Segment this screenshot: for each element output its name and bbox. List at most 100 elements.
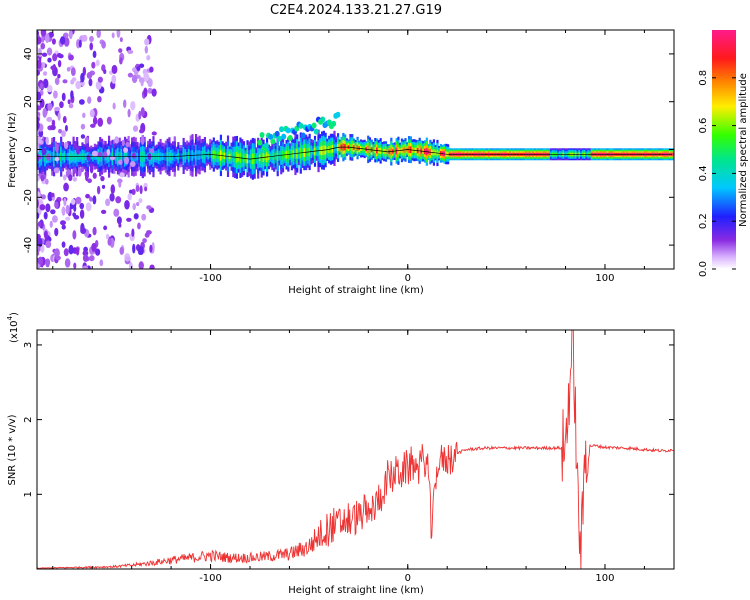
spectrogram-cell (91, 61, 96, 69)
spectrogram-cell (61, 130, 66, 137)
spectrogram-cell (140, 135, 145, 145)
spectrogram-cell (62, 79, 68, 84)
spectrogram-cell (72, 140, 78, 149)
spectrogram-cell (97, 151, 103, 158)
spectrogram-cell (63, 182, 69, 192)
spectrogram-cell (85, 143, 90, 153)
spectrogram-cell (49, 220, 53, 228)
spectrogram-cell (92, 116, 98, 126)
spectrogram-cell (144, 186, 148, 192)
spectrogram-cell (50, 65, 56, 71)
spectrogram-cell (65, 204, 70, 215)
spectrogram-cell (119, 37, 123, 43)
spectrogram-cell (95, 81, 102, 90)
spectrogram-cell (68, 103, 74, 109)
colorbar-gradient (712, 30, 736, 269)
spectrogram-cell (78, 39, 82, 48)
spectrogram-cell (82, 250, 89, 256)
spectrogram-cell (149, 244, 153, 253)
spectrogram-cell (126, 217, 132, 222)
spectrogram-cell (37, 105, 42, 111)
spectrogram-cell (61, 241, 66, 248)
spectrogram-cell (65, 216, 71, 221)
snr-frame (36, 329, 675, 570)
spectrogram-cell (82, 265, 89, 269)
spectrogram-cell (64, 124, 68, 132)
spectrogram-cell (87, 178, 92, 184)
spectrogram-axes: -100 0 100 -40 -20 0 20 40 (23, 30, 674, 284)
spectrogram-cell (270, 138, 276, 145)
spectrogram-cell (118, 159, 123, 165)
spectrogram-cell (86, 154, 91, 162)
spectrogram-cell (89, 163, 94, 174)
y-tick-label: 0 (23, 146, 34, 152)
spectrogram-cell (45, 258, 51, 267)
x-tick-label: 0 (405, 573, 411, 584)
spectrogram-cell (37, 236, 40, 245)
spectrogram-cell (123, 147, 129, 153)
spectrogram-cell (72, 212, 77, 217)
spectrogram-cell (92, 226, 97, 236)
x-tick-label: -100 (199, 273, 222, 284)
spectrogram-cell (101, 184, 106, 189)
spectrogram-cell (37, 120, 40, 130)
spectrogram-cell (311, 122, 317, 129)
spectrogram-cell (101, 40, 106, 49)
spectrogram-cell (147, 78, 153, 88)
spectrogram-cell (37, 256, 43, 267)
colorbar: 0.0 0.2 0.4 0.6 0.8 Normalized spectral ampl… (698, 30, 749, 277)
spectrogram-trace (37, 146, 672, 160)
spectrogram-cell (73, 205, 77, 212)
spectrogram-cell (72, 177, 78, 182)
spectrogram-cell (57, 112, 61, 121)
spectrogram-cell (335, 111, 341, 118)
spectrogram-cell (42, 71, 48, 76)
spectrogram-cell (144, 45, 149, 54)
spectrogram-cell (37, 198, 40, 209)
spectrogram-cell (132, 243, 136, 254)
spectrogram-cell (72, 167, 77, 174)
spectrogram-cell (114, 136, 119, 144)
spectrogram-cell (43, 230, 48, 240)
spectrogram-cell (96, 185, 101, 195)
spectrogram-cell (118, 223, 122, 228)
spectrogram-cell (91, 242, 97, 252)
spectrogram-cell (51, 215, 58, 223)
spectrogram-cell (274, 130, 280, 137)
spectrogram-cell (39, 98, 45, 108)
spectrogram-image (37, 30, 674, 269)
spectrogram-cell (37, 86, 40, 92)
spectrogram-cell (71, 77, 77, 82)
spectrogram-cell (80, 123, 86, 130)
spectrogram-cell (61, 224, 66, 230)
spectrogram-cell (92, 195, 97, 205)
colorbar-tick-label: 0.0 (698, 261, 709, 277)
spectrogram-cell (140, 78, 144, 87)
spectrogram-cell (41, 147, 47, 156)
spectrogram-cell (110, 184, 116, 195)
colorbar-tick-label: 0.6 (698, 118, 709, 134)
spectrogram-cell (89, 42, 94, 51)
spectrogram-cell (136, 201, 140, 207)
spectrogram-cell (75, 196, 82, 205)
spectrogram-cell (331, 120, 337, 127)
x-tick-label: -100 (199, 573, 222, 584)
spectrogram-cell (129, 161, 136, 167)
spectrogram-cell (75, 80, 82, 90)
spectrogram-cell (121, 139, 125, 147)
spectrogram-cell (57, 60, 62, 68)
spectrogram-cell (37, 59, 42, 69)
spectrogram-cell (80, 166, 84, 173)
spectrogram-cell (37, 144, 40, 154)
spectrogram-cell (46, 116, 53, 123)
spectrogram-cell (124, 156, 129, 165)
spectrogram-cell (51, 192, 55, 198)
spectrogram-cell (81, 34, 88, 42)
spectrogram-cell (109, 156, 116, 161)
spectrogram-cell (58, 128, 63, 134)
snr-series-line (37, 330, 674, 569)
spectrogram-cell (88, 78, 93, 87)
spectrogram-cell (138, 246, 144, 256)
figure-title: C2E4.2024.133.21.27.G19 (270, 3, 442, 18)
spectrogram-cell (139, 128, 144, 134)
